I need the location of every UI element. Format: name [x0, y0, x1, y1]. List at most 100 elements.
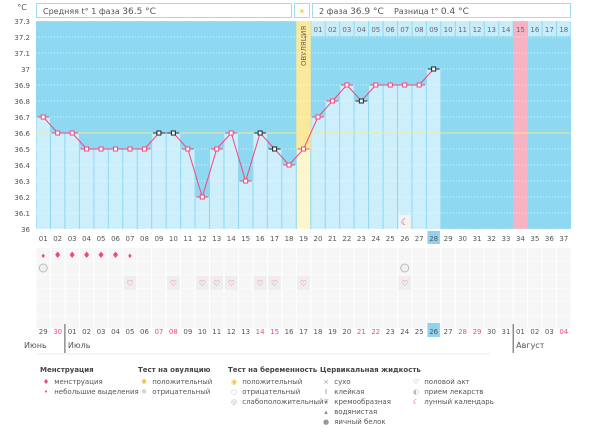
- phase2-day-label: 07: [400, 26, 409, 34]
- symptom-cell: [36, 275, 50, 288]
- symptom-cell: [499, 275, 513, 288]
- spotting-icon: ♦: [127, 253, 132, 260]
- symptom-cell: [224, 302, 238, 315]
- symptom-cell: [65, 248, 79, 261]
- symptom-cell: [499, 315, 513, 329]
- symptom-cell: [441, 275, 455, 288]
- calendar-date: 03: [545, 328, 554, 336]
- phase2-day-cell: [528, 21, 542, 36]
- temperature-point: [228, 130, 234, 136]
- symptom-cell: [383, 302, 397, 315]
- cycle-day-label: 04: [82, 235, 91, 243]
- calendar-date: 29: [473, 328, 482, 336]
- symptom-cell: [325, 248, 340, 261]
- y-tick-label: 36.4: [14, 162, 30, 170]
- cycle-day-label: 24: [371, 235, 380, 243]
- temperature-point: [98, 146, 104, 152]
- symptom-cell: [137, 302, 152, 315]
- symptom-cell: [528, 248, 542, 261]
- phase2-day-cell: [369, 21, 383, 36]
- y-tick-label: 36.7: [14, 114, 30, 122]
- symptom-cell: [50, 248, 65, 261]
- symptom-cell: [195, 261, 210, 275]
- phase2-day-cell: [513, 21, 528, 36]
- phase2-day-cell: [311, 21, 325, 36]
- symptom-cell: [238, 302, 253, 315]
- symptom-cell: [369, 275, 383, 288]
- symptom-cell: [513, 275, 528, 288]
- sticky-icon: I: [324, 388, 328, 396]
- legend-item: ● яичный белок: [320, 417, 421, 427]
- phase1-average: Средняя t° 1 фаза 36.5 °C: [36, 3, 292, 18]
- symptom-cell: [181, 261, 195, 275]
- symptom-cell: [282, 302, 296, 315]
- phase2-day-cell: [542, 21, 557, 36]
- symptom-cell: [441, 248, 455, 261]
- legend-label: водянистая: [332, 408, 378, 416]
- calendar-date: 26: [429, 328, 438, 336]
- y-tick-label: 37: [21, 66, 30, 74]
- symptom-cell: [426, 288, 441, 302]
- symptom-cell: [50, 315, 65, 329]
- symptom-cell: [210, 288, 224, 302]
- diff-value: 0.4 °C: [440, 7, 469, 17]
- calendar-date: 11: [212, 328, 221, 336]
- symptom-cell: [412, 315, 426, 329]
- symptom-cell: [426, 302, 441, 315]
- symptom-cell: [369, 315, 383, 329]
- symptom-cell: [36, 315, 50, 329]
- temperature-chart: 01 02 03 04 05 06 07 08 09 10 11 12 13 14 15 16 17 18 ОВУЛ…: [14, 3, 572, 355]
- symptom-cell: [311, 302, 325, 315]
- circle-weak-icon: ◎: [230, 398, 238, 406]
- temperature-bar: [79, 149, 94, 229]
- temperature-point: [431, 66, 437, 72]
- legend-label: прием лекарств: [422, 388, 484, 396]
- calendar-date: 05: [126, 328, 135, 336]
- symptom-cell: [513, 288, 528, 302]
- phase2-day-label: 14: [501, 26, 510, 34]
- symptom-cell: [528, 275, 542, 288]
- symptom-cell: [441, 288, 455, 302]
- phase2-day-cell: [499, 21, 513, 36]
- symptom-cell: [195, 248, 210, 261]
- temperature-point: [402, 82, 408, 88]
- calendar-date: 04: [111, 328, 120, 336]
- symptom-cell: [383, 315, 397, 329]
- y-tick-label: 36.8: [14, 98, 30, 106]
- phase2-label: 2 фаза: [319, 7, 348, 16]
- symptom-cell: [412, 248, 426, 261]
- cycle-day-label: 29: [444, 235, 453, 243]
- intercourse-cell: [297, 276, 310, 290]
- symptom-cell: [369, 248, 383, 261]
- symptom-cell: [238, 261, 253, 275]
- legend-item: • небольшие выделения: [40, 387, 139, 397]
- symptom-cell: [470, 261, 484, 275]
- symptom-cell: [79, 288, 94, 302]
- spotting-icon: ♦: [41, 253, 46, 260]
- calendar-date: 06: [140, 328, 149, 336]
- calendar-date: 07: [154, 328, 163, 336]
- phase2-day-cell: [455, 21, 470, 36]
- phase2-day-cell: [383, 21, 397, 36]
- temperature-point: [301, 146, 307, 152]
- symptom-cell: [325, 275, 340, 288]
- legend-item: ◎ слабоположительный: [228, 397, 324, 407]
- symptom-cell: [253, 315, 267, 329]
- symptom-cell: [253, 248, 267, 261]
- calendar-date: 24: [400, 328, 409, 336]
- symptom-cell: [296, 261, 311, 275]
- legend-item: ▴ водянистая: [320, 407, 421, 417]
- phase2-day-label: 12: [473, 26, 482, 34]
- month-label: Август: [516, 341, 545, 350]
- temperature-bar: [253, 133, 267, 229]
- symptom-cell: [354, 302, 369, 315]
- legend-label: менструация: [52, 378, 103, 386]
- symptom-cell: [398, 288, 412, 302]
- symptom-cell: [181, 302, 195, 315]
- symptom-cell: [50, 302, 65, 315]
- symptom-cell: [557, 261, 571, 275]
- heart-icon: ♡: [228, 279, 235, 288]
- symptom-cell: [484, 302, 499, 315]
- moon-cell: [398, 215, 411, 229]
- symptom-cell: [311, 275, 325, 288]
